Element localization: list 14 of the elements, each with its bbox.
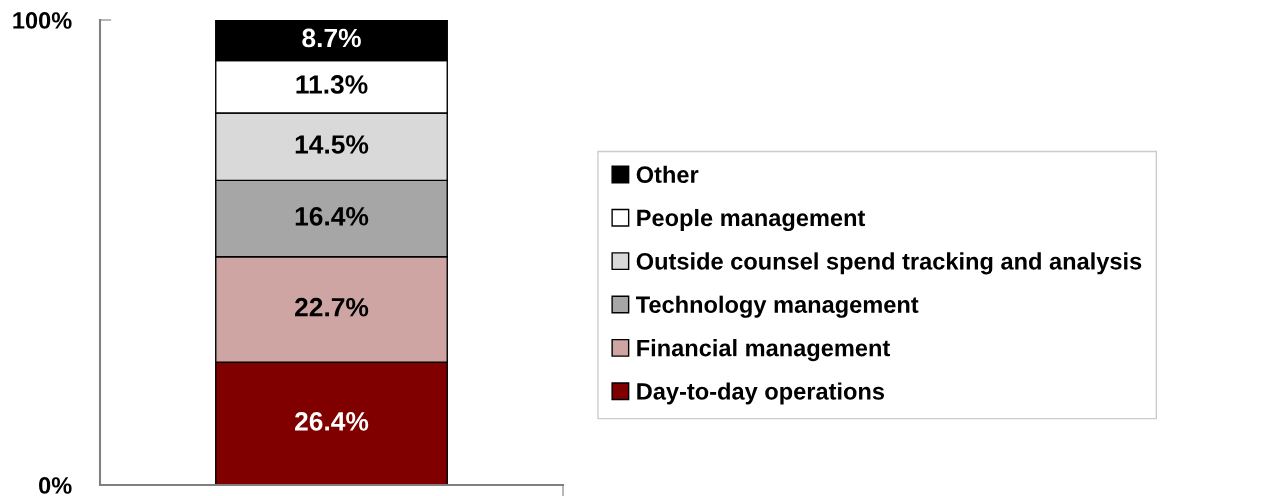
legend-label: Day-to-day operations [637,382,885,405]
legend-label: Other [636,165,699,184]
data-label: 14.5% [295,135,369,154]
data-label: 22.7% [295,297,369,317]
data-label: 11.3% [296,75,368,94]
data-label: 26.4% [295,412,369,431]
y-tick-label: 0% [39,477,72,494]
legend-label: Outside counsel spend tracking and analysis [636,252,1142,275]
legend-label: Technology management [636,295,919,318]
y-tick-label: 100% [13,12,72,29]
legend-label: Financial management [637,339,890,362]
data-label: 8.7% [302,28,361,48]
legend-label: People management [637,208,866,232]
data-label: 16.4% [295,206,369,226]
